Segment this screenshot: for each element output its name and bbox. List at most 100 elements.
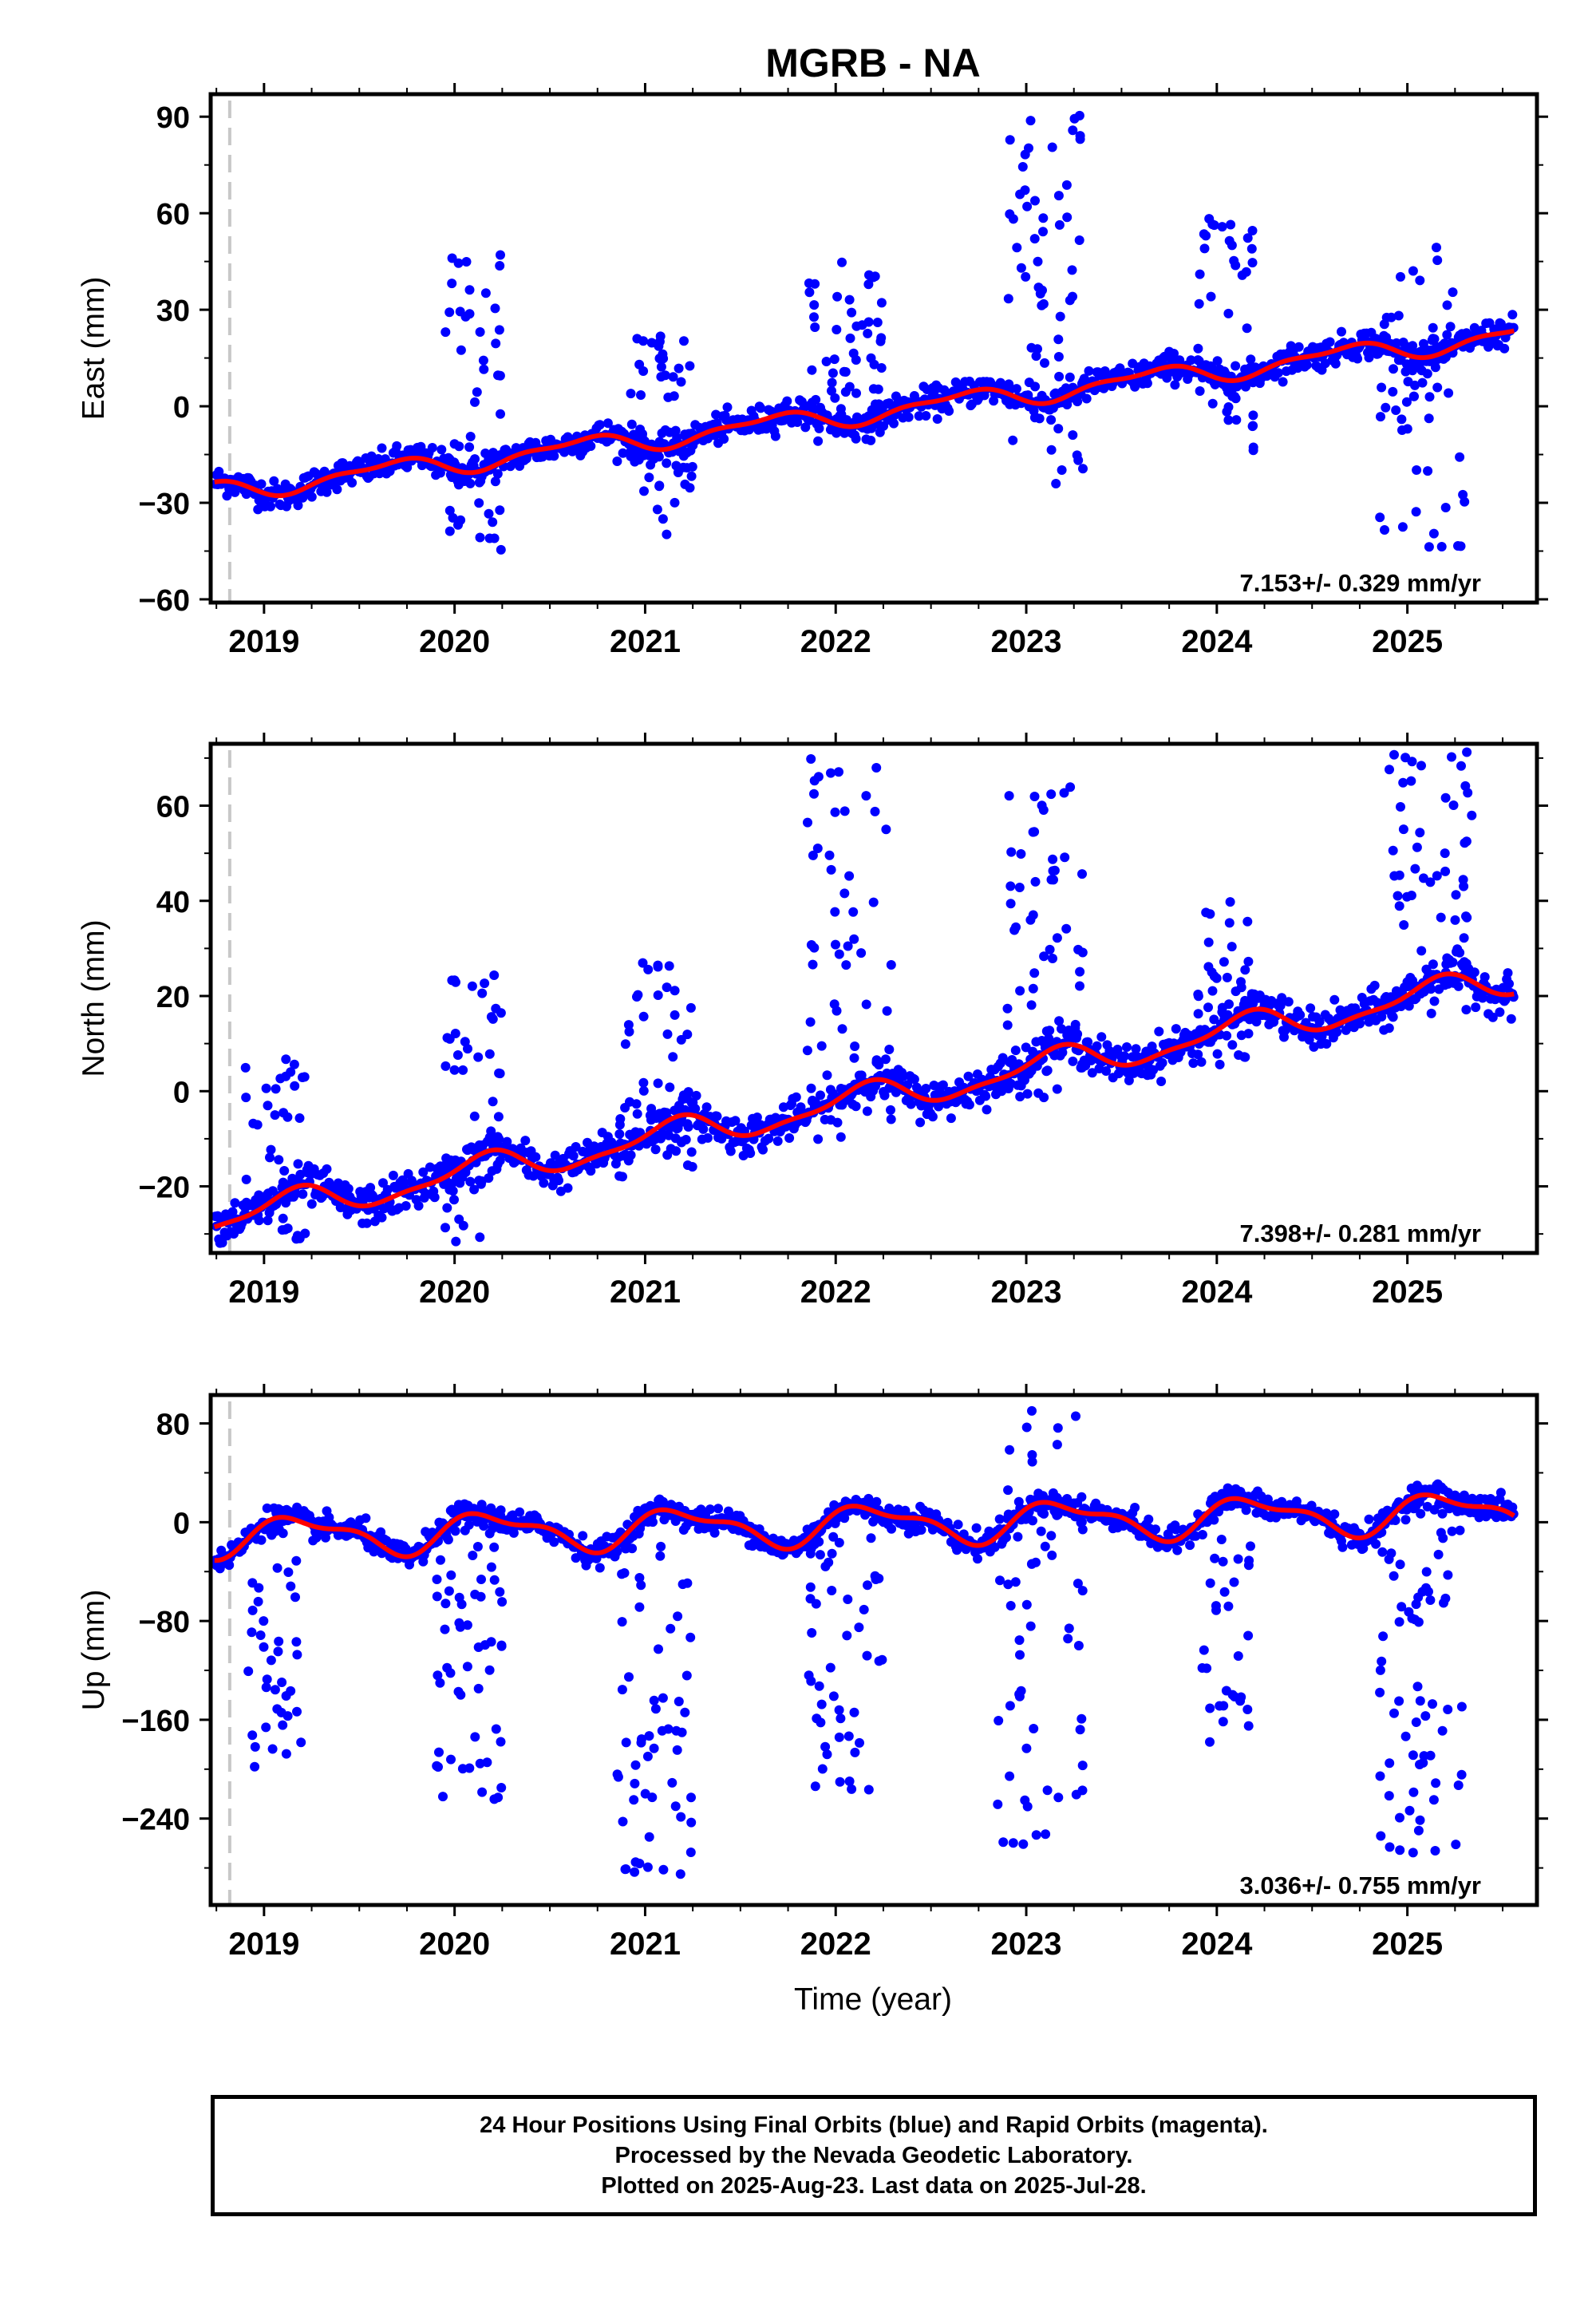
east-outlier-point [1005,135,1015,145]
east-data-point [756,403,766,413]
east-outlier-point [660,370,670,381]
east-outlier-point [828,368,838,378]
up-outlier-point [1199,1645,1209,1655]
north-outlier-point [1441,959,1452,970]
north-data-point [1015,1092,1025,1102]
north-outlier-point [1236,977,1246,987]
east-outlier-point [472,387,482,397]
up-outlier-point [1039,1508,1049,1519]
east-outlier-point [453,258,464,268]
east-data-point [618,448,628,458]
up-outlier-point [1042,1785,1053,1796]
up-outlier-point [473,1683,484,1694]
east-outlier-point [860,413,871,423]
up-data-point [1400,1515,1411,1525]
east-data-point [435,468,445,478]
east-data-point [602,418,613,429]
north-outlier-point [279,1108,289,1118]
east-data-point [392,441,402,451]
north-data-point [764,1133,774,1144]
up-outlier-point [812,1713,822,1724]
north-data-point [1087,1068,1097,1078]
north-outlier-point [1029,792,1040,801]
north-outlier-point [460,1037,470,1047]
up-outlier-point [1041,1829,1051,1840]
east-outlier-point [470,397,480,407]
east-outlier-point [464,442,475,453]
up-outlier-point [488,1524,498,1534]
east-outlier-point [1241,267,1251,277]
footer-line-3: Plotted on 2025-Aug-23. Last data on 202… [601,2173,1147,2199]
north-outlier-point [1389,749,1399,760]
east-data-point [293,500,303,511]
east-outlier-point [444,526,455,536]
east-data-point [1325,337,1335,347]
east-data-point [1011,384,1021,394]
east-outlier-point [1379,319,1389,330]
north-data-point [290,1188,301,1199]
north-data-point [1124,1075,1134,1085]
up-outlier-point [629,1795,639,1805]
east-outlier-point [1226,219,1236,230]
east-outlier-point [827,377,837,388]
up-data-point [1416,1508,1426,1519]
east-outlier-point [1206,291,1216,302]
north-data-point [712,1111,722,1121]
north-outlier-point [1240,965,1250,975]
east-x-tick-label: 2023 [991,624,1062,659]
north-data-point [1495,1007,1505,1018]
up-outlier-point [613,1772,623,1782]
east-outlier-point [1428,334,1438,344]
east-outlier-point [1046,445,1057,455]
north-outlier-point [1006,847,1017,857]
up-outlier-point [1031,1557,1041,1567]
east-data-point [595,420,605,430]
up-outlier-point [460,1525,470,1535]
up-y-tick-label: −240 [121,1804,190,1837]
north-outlier-point [834,767,843,777]
north-outlier-point [830,907,840,917]
up-outlier-point [1014,1635,1025,1646]
north-outlier-point [1416,946,1427,956]
north-outlier-point [1046,789,1057,800]
east-data-point [1162,373,1172,383]
east-outlier-point [1397,425,1407,435]
up-outlier-point [262,1674,272,1685]
north-data-point [1131,1044,1141,1054]
up-outlier-point [290,1592,300,1603]
up-outlier-point [807,1628,817,1638]
north-outlier-point [1064,1026,1074,1035]
up-outlier-point [1376,1831,1386,1841]
north-outlier-point [831,939,840,950]
east-outlier-point [876,363,887,373]
up-outlier-point [1229,1577,1239,1587]
east-outlier-point [1026,342,1037,353]
north-outlier-point [1073,944,1084,954]
north-outlier-point [881,824,891,835]
east-outlier-point [863,279,874,290]
east-outlier-point [1381,402,1391,413]
up-outlier-point [278,1528,288,1539]
north-outlier-point [682,1160,693,1170]
east-outlier-point [665,427,675,437]
up-data-point [476,1500,487,1510]
up-data-point [1241,1505,1251,1516]
east-outlier-point [474,498,484,508]
up-y-tick-label: 80 [156,1409,190,1442]
north-outlier-point [642,1139,652,1149]
east-data-point [944,406,954,416]
north-outlier-point [252,1120,263,1130]
up-outlier-point [1385,1842,1395,1852]
up-outlier-point [630,1778,640,1788]
north-outlier-point [618,1172,627,1182]
up-outlier-point [270,1685,280,1695]
up-outlier-point [1218,1717,1228,1727]
north-outlier-point [440,1223,450,1233]
north-outlier-point [484,1049,495,1059]
east-data-point [1408,341,1418,351]
up-outlier-point [617,1685,627,1695]
up-outlier-point [1233,1554,1243,1564]
north-outlier-point [1004,791,1014,801]
up-outlier-point [1071,1789,1081,1800]
up-data-point [705,1504,715,1515]
